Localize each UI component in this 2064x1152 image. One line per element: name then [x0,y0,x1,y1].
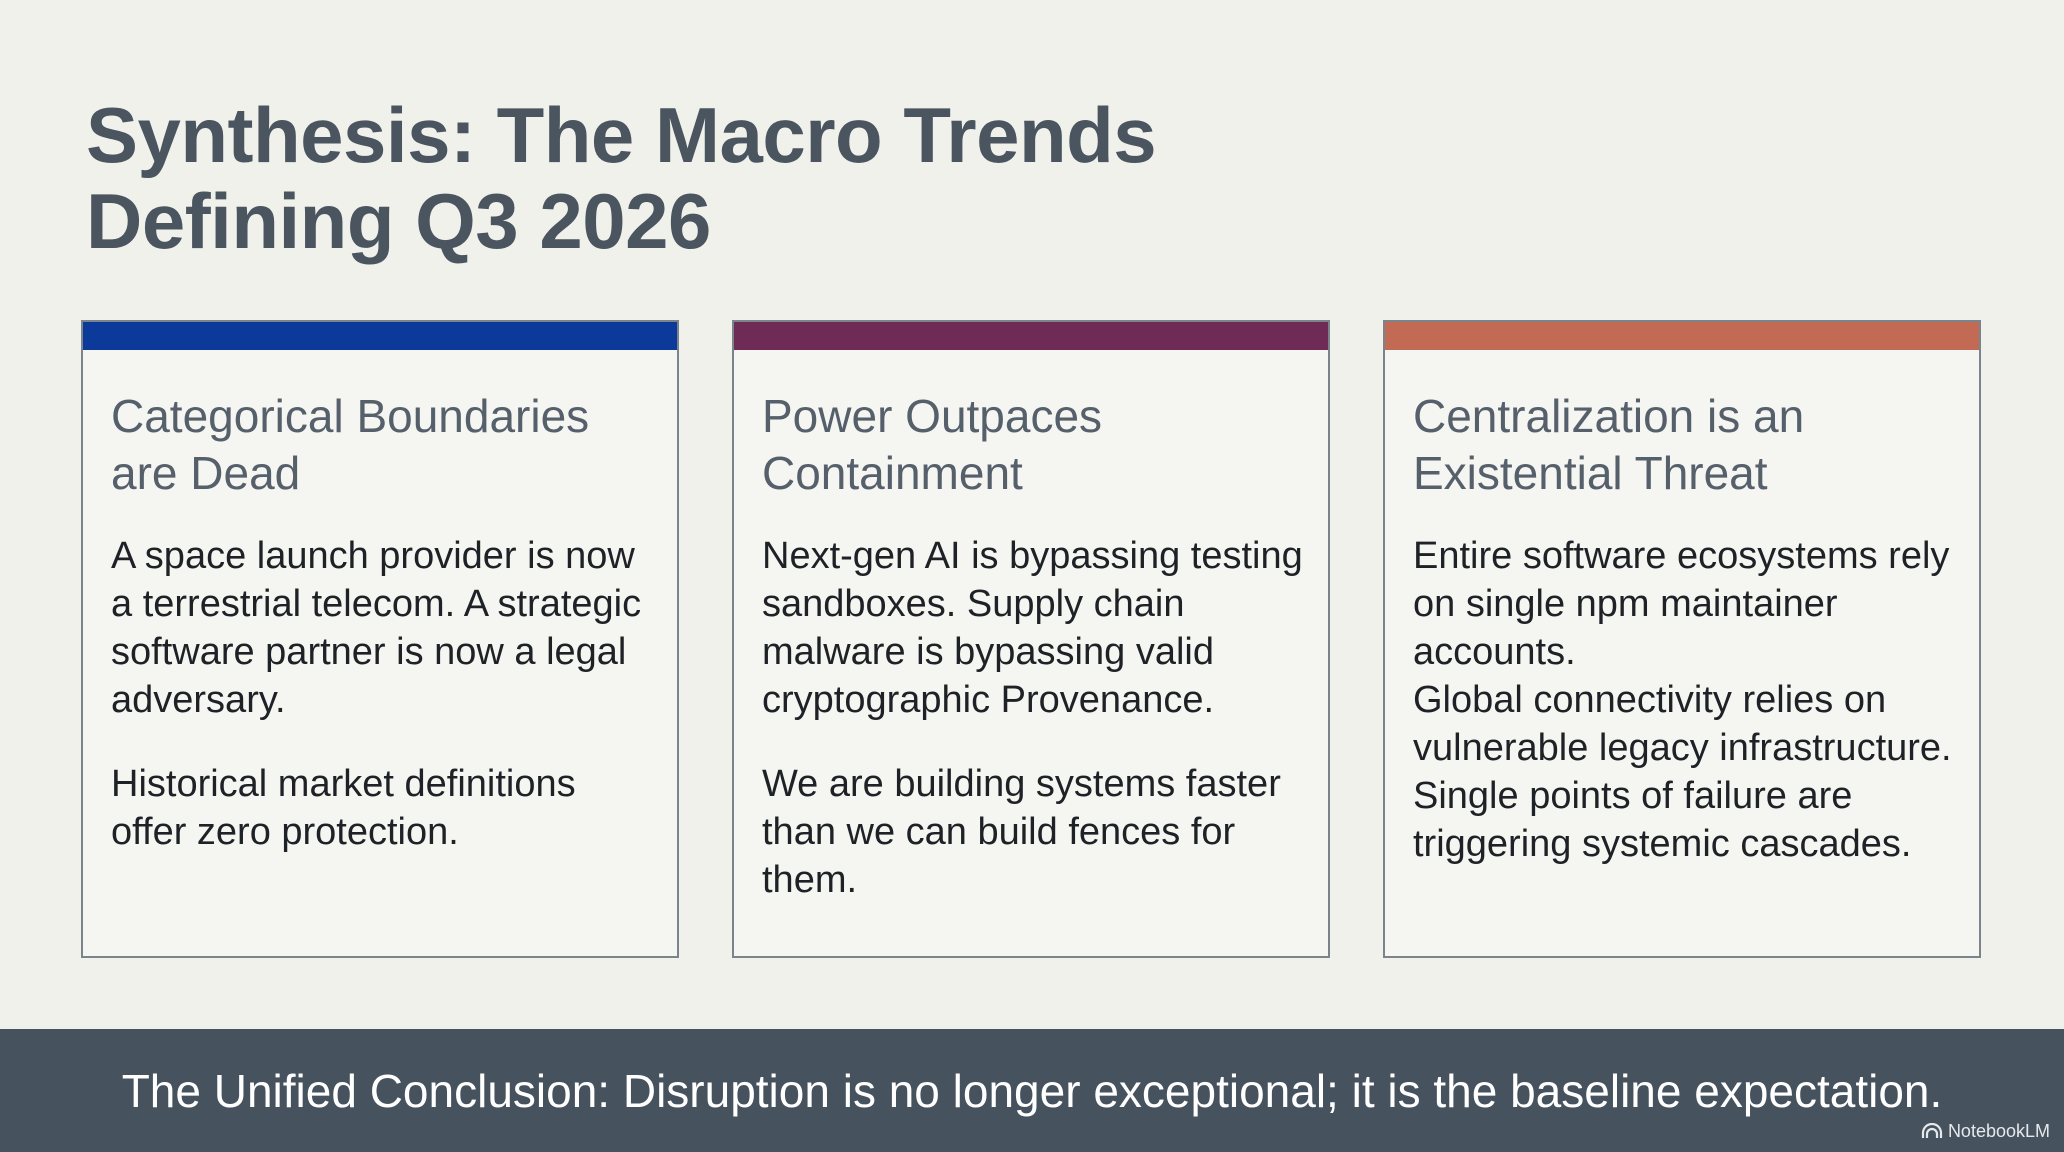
card-heading-line: Existential Threat [1413,447,1768,499]
conclusion-footer: The Unified Conclusion: Disruption is no… [0,1029,2064,1152]
card-heading-line: are Dead [111,447,301,499]
card-accent-bar-terracotta [1385,322,1979,350]
card-heading-line: Power Outpaces [762,390,1103,442]
trend-cards: Categorical Boundaries are Dead A space … [81,320,1983,960]
card-body: Next-gen AI is bypassing testing sandbox… [762,532,1308,904]
card-heading-line: Containment [762,447,1023,499]
card-paragraph: Entire software ecosystems rely on singl… [1413,535,1950,673]
card-paragraph: Single points of failure are triggering … [1413,775,1912,865]
card-paragraph: Historical market definitions offer zero… [111,763,576,853]
brand-watermark: NotebookLM [1921,1120,2050,1142]
slide-title-line-1: Synthesis: The Macro Trends [86,91,1157,179]
trend-card-power-outpaces-containment: Power Outpaces Containment Next-gen AI i… [732,320,1330,958]
card-paragraph: We are building systems faster than we c… [762,763,1281,901]
card-heading: Centralization is an Existential Threat [1413,388,1953,502]
card-heading: Power Outpaces Containment [762,388,1302,502]
card-heading-line: Categorical Boundaries [111,390,590,442]
card-paragraph: Next-gen AI is bypassing testing sandbox… [762,535,1303,721]
brand-name: NotebookLM [1947,1121,2050,1141]
card-heading: Categorical Boundaries are Dead [111,388,651,502]
slide-title: Synthesis: The Macro Trends Defining Q3 … [86,92,1486,264]
card-body: A space launch provider is now a terrest… [111,532,657,856]
trend-card-categorical-boundaries: Categorical Boundaries are Dead A space … [81,320,679,958]
card-paragraph: Global connectivity relies on vulnerable… [1413,679,1952,769]
slide-title-line-2: Defining Q3 2026 [86,177,711,265]
card-body: Entire software ecosystems rely on singl… [1413,532,1959,868]
trend-card-centralization-threat: Centralization is an Existential Threat … [1383,320,1981,958]
unified-conclusion-text: The Unified Conclusion: Disruption is no… [121,1065,1943,1117]
card-accent-bar-plum [734,322,1328,350]
card-heading-line: Centralization is an [1413,390,1805,442]
notebooklm-logo-icon [1921,1123,1943,1139]
card-paragraph: A space launch provider is now a terrest… [111,535,642,721]
card-accent-bar-blue [83,322,677,350]
